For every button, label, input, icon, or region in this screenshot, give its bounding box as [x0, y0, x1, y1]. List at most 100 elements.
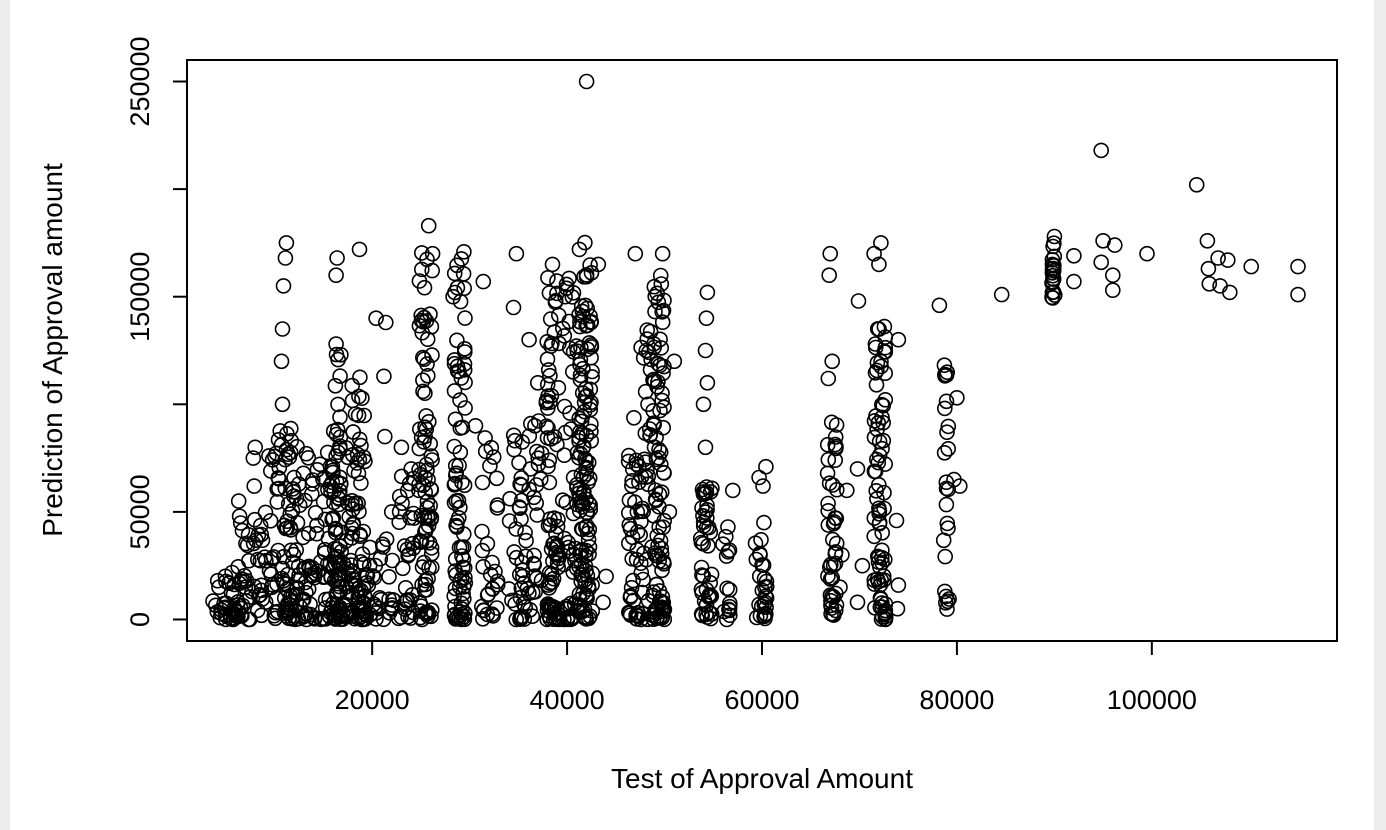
data-point	[1093, 142, 1109, 159]
data-point	[482, 458, 498, 474]
y-tick-label: 0	[125, 612, 155, 627]
data-point	[560, 534, 577, 551]
data-point	[328, 346, 345, 363]
y-tick-label: 50000	[125, 474, 155, 549]
data-point	[368, 310, 384, 327]
data-point	[578, 563, 594, 579]
data-point	[391, 488, 408, 505]
data-point	[572, 351, 589, 368]
data-point	[290, 476, 307, 492]
data-point	[446, 383, 463, 399]
data-point	[820, 495, 836, 512]
data-point	[666, 353, 683, 370]
data-point	[353, 475, 369, 491]
data-point	[656, 512, 673, 529]
data-point	[354, 390, 370, 407]
data-point	[413, 261, 430, 278]
data-point	[350, 407, 367, 424]
data-point	[351, 241, 368, 258]
data-point	[645, 611, 662, 628]
data-point	[355, 580, 372, 597]
data-point	[451, 457, 467, 474]
data-point	[352, 369, 368, 386]
y-tick-label: 250000	[125, 36, 155, 126]
data-point	[262, 463, 279, 479]
data-point	[640, 468, 657, 485]
data-point	[581, 335, 598, 351]
data-point	[474, 610, 491, 627]
data-point	[448, 493, 465, 509]
data-point	[519, 580, 536, 597]
data-point	[635, 503, 652, 520]
data-point	[513, 492, 530, 509]
data-point	[549, 436, 565, 453]
data-point	[328, 426, 345, 443]
data-point	[993, 286, 1010, 303]
data-point	[661, 504, 678, 520]
data-point	[639, 462, 655, 479]
data-point	[654, 314, 671, 331]
data-point	[474, 474, 491, 491]
data-point	[582, 308, 598, 324]
data-point	[544, 335, 560, 352]
data-point	[298, 584, 314, 601]
data-point	[876, 572, 892, 588]
data-point	[1220, 252, 1236, 268]
data-point	[489, 600, 505, 616]
data-point	[283, 522, 299, 538]
data-point	[578, 587, 595, 603]
data-point	[652, 456, 669, 473]
data-point	[275, 278, 292, 294]
data-point	[820, 370, 837, 387]
data-point	[877, 611, 894, 627]
data-point	[500, 581, 517, 597]
data-point	[248, 532, 264, 549]
data-point	[484, 554, 500, 571]
data-point	[868, 376, 885, 393]
data-point	[580, 495, 597, 511]
data-point	[868, 451, 885, 468]
data-point	[324, 600, 340, 616]
data-point	[824, 531, 841, 548]
data-point	[578, 267, 595, 283]
data-point	[715, 536, 731, 553]
data-point	[297, 492, 313, 509]
data-point	[453, 251, 470, 267]
x-tick-label: 80000	[919, 685, 994, 715]
data-point	[823, 597, 839, 614]
data-point	[381, 568, 397, 585]
data-point	[580, 578, 597, 595]
data-point	[397, 601, 413, 617]
data-point	[825, 606, 841, 622]
data-point	[516, 611, 533, 627]
data-point	[411, 273, 428, 289]
data-point	[571, 503, 588, 519]
data-point	[262, 512, 279, 529]
data-point	[648, 576, 665, 593]
data-point	[1199, 233, 1216, 249]
data-point	[1045, 238, 1061, 255]
data-point	[446, 476, 463, 493]
data-point	[241, 552, 257, 569]
data-point	[578, 73, 595, 90]
data-point	[720, 519, 736, 535]
data-point	[871, 433, 888, 450]
data-point	[521, 331, 537, 348]
data-point	[1066, 273, 1082, 290]
data-point	[424, 262, 441, 279]
data-point	[828, 417, 845, 433]
data-point	[473, 598, 490, 615]
data-point	[274, 321, 291, 337]
data-point	[412, 466, 429, 483]
data-point	[697, 504, 714, 520]
data-point	[355, 556, 372, 573]
data-point	[282, 420, 299, 437]
data-point	[391, 503, 408, 520]
data-point	[326, 550, 343, 566]
data-point	[280, 604, 297, 621]
data-point	[757, 610, 773, 627]
data-point	[628, 452, 645, 469]
data-point	[556, 328, 573, 344]
data-point	[635, 350, 652, 366]
data-point	[756, 570, 773, 587]
